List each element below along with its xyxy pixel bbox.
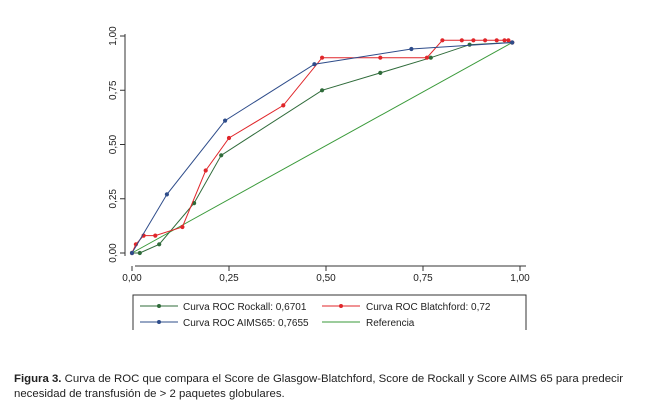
- data-point-curva-roc-blatchford: [440, 38, 445, 43]
- data-point-curva-roc-blatchford: [320, 55, 325, 60]
- data-point-curva-roc-aims65: [409, 46, 414, 52]
- legend-item-blatchford: Curva ROC Blatchford: 0,72: [322, 302, 491, 313]
- data-point-curva-roc-blatchford: [483, 38, 488, 43]
- legend-label-referencia: Referencia: [366, 318, 415, 329]
- series-line-curva-roc-rockall: [132, 42, 513, 254]
- data-point-curva-roc-aims65: [164, 192, 169, 197]
- data-point-curva-roc-blatchford: [153, 233, 158, 238]
- data-point-curva-roc-blatchford: [506, 38, 511, 43]
- roc-chart: 0,00 0,25 0,50 0,75 1,00 0,00 0,25 0,50 0,75 1,00…: [108, 26, 530, 330]
- legend-item-rockall: Curva ROC Rockall: 0,6701: [140, 302, 307, 313]
- y-tick-label: 0,75: [108, 80, 119, 100]
- legend-label-aims65: Curva ROC AIMS65: 0,7655: [183, 318, 309, 329]
- figure-caption: Figura 3. Curva de ROC que compara el Sc…: [14, 372, 639, 402]
- legend-label-blatchford: Curva ROC Blatchford: 0,72: [366, 302, 491, 313]
- data-point-curva-roc-aims65: [312, 62, 317, 67]
- data-point-curva-roc-blatchford: [494, 38, 499, 43]
- legend-box: [132, 294, 527, 330]
- y-tick-label: 0,25: [108, 189, 119, 209]
- series-curva-roc-aims65: [129, 40, 515, 256]
- legend: Curva ROC Rockall: 0,6701 Curva ROC Blat…: [132, 294, 527, 330]
- x-tick-label: 0,25: [219, 273, 239, 284]
- legend-marker-blatchford: [339, 304, 343, 308]
- series-line-referencia: [131, 42, 513, 254]
- legend-marker-aims65: [157, 320, 161, 324]
- data-point-curva-roc-blatchford: [281, 103, 286, 108]
- data-point-curva-roc-blatchford: [226, 135, 232, 141]
- data-point-curva-roc-rockall: [428, 55, 433, 60]
- data-point-curva-roc-blatchford: [180, 224, 185, 230]
- data-point-curva-roc-blatchford: [459, 38, 464, 43]
- data-point-curva-roc-aims65: [223, 118, 228, 123]
- plot-area: 0,00 0,25 0,50 0,75 1,00 0,00 0,25 0,50 0,75 1,00: [108, 26, 530, 284]
- caption-label: Figura 3.: [14, 373, 62, 385]
- legend-label-rockall: Curva ROC Rockall: 0,6701: [183, 302, 307, 313]
- data-point-curva-roc-rockall: [378, 70, 383, 75]
- series-line-curva-roc-aims65: [131, 42, 513, 254]
- legend-marker-rockall: [157, 304, 161, 308]
- data-point-curva-roc-rockall: [219, 153, 224, 158]
- x-tick-label: 0,00: [122, 273, 142, 284]
- legend-item-referencia: Referencia: [322, 318, 415, 329]
- series-referencia: [131, 42, 513, 254]
- data-point-curva-roc-aims65: [129, 250, 135, 256]
- data-point-curva-roc-blatchford: [378, 55, 383, 60]
- data-point-curva-roc-aims65: [510, 40, 515, 45]
- data-point-curva-roc-rockall: [320, 88, 325, 93]
- legend-item-aims65: Curva ROC AIMS65: 0,7655: [140, 318, 309, 329]
- x-tick-label: 0,50: [316, 273, 336, 284]
- series-curva-roc-blatchford: [129, 38, 515, 256]
- data-point-curva-roc-rockall: [137, 250, 142, 256]
- x-tick-label: 1,00: [510, 273, 530, 284]
- y-tick-label: 1,00: [108, 26, 119, 46]
- axis-ticks: 0,00 0,25 0,50 0,75 1,00 0,00 0,25 0,50 0,75 1,00: [108, 26, 530, 284]
- series-layer: [129, 38, 515, 256]
- caption-text: Curva de ROC que compara el Score de Gla…: [14, 373, 624, 400]
- data-point-curva-roc-blatchford: [424, 55, 429, 60]
- data-point-curva-roc-blatchford: [502, 38, 507, 43]
- data-point-curva-roc-rockall: [157, 242, 162, 247]
- y-tick-label: 0,50: [108, 134, 119, 154]
- data-point-curva-roc-blatchford: [203, 168, 208, 173]
- data-point-curva-roc-blatchford: [471, 38, 476, 43]
- y-tick-label: 0,00: [108, 243, 119, 263]
- x-tick-label: 0,75: [413, 273, 433, 284]
